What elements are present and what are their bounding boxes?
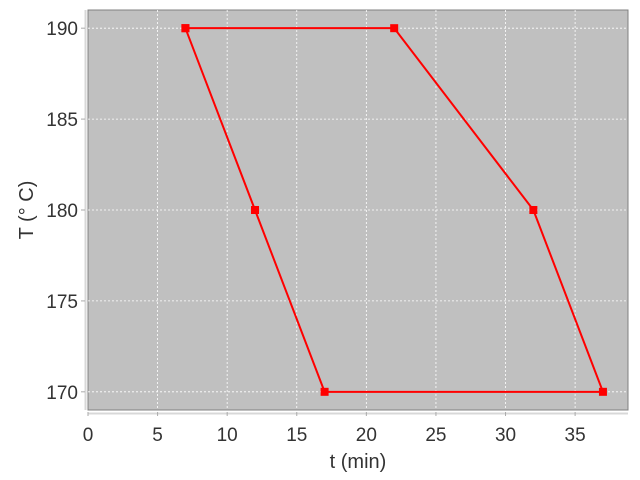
y-axis-label: T (° C) xyxy=(16,181,38,240)
x-tick-label: 10 xyxy=(217,425,238,446)
y-tick-label: 185 xyxy=(46,110,78,131)
data-point xyxy=(320,387,329,396)
y-tick-label: 180 xyxy=(46,201,78,222)
x-tick-label: 5 xyxy=(152,425,163,446)
data-point xyxy=(529,206,538,214)
data-point xyxy=(181,24,190,33)
x-tick-label: 25 xyxy=(425,425,446,446)
data-point xyxy=(598,387,607,396)
y-tick-label: 170 xyxy=(46,383,78,404)
x-tick-labels: 0 5 10 15 20 25 30 35 xyxy=(83,412,586,446)
x-axis-label: t (min) xyxy=(330,451,387,473)
x-tick-label: 15 xyxy=(286,425,307,446)
y-tick-label: 175 xyxy=(46,292,78,313)
x-tick-label: 0 xyxy=(83,425,94,446)
series xyxy=(181,24,607,396)
x-tick-label: 35 xyxy=(565,425,586,446)
data-point xyxy=(390,24,399,33)
y-tick-labels: 170 175 180 185 190 xyxy=(46,19,85,404)
data-point xyxy=(251,206,260,214)
x-tick-label: 30 xyxy=(495,425,516,446)
y-tick-label: 190 xyxy=(46,19,78,40)
x-tick-label: 20 xyxy=(356,425,377,446)
